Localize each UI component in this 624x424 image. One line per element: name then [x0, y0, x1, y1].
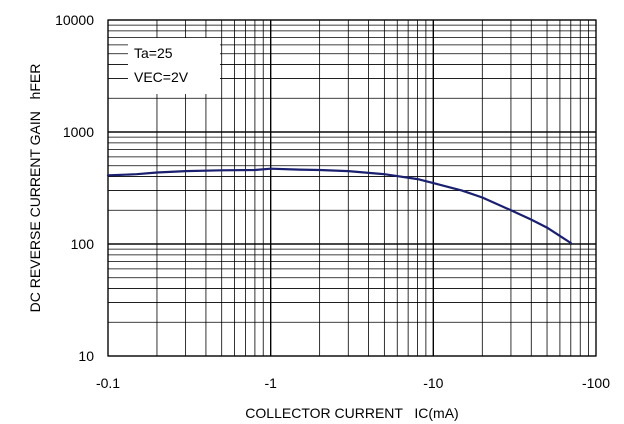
series-layer: [106, 167, 572, 245]
y-tick-label: 10: [78, 348, 94, 364]
y-tick-label: 10000: [55, 12, 94, 28]
plot-frame: [107, 19, 597, 357]
minor-grid: [108, 20, 596, 356]
annotation-box: [128, 38, 220, 94]
x-tick-label: -0.1: [96, 375, 120, 391]
x-tick-label: -1: [264, 375, 277, 391]
x-axis-title: COLLECTOR CURRENT IC(mA): [245, 405, 458, 421]
x-tick-label: -10: [423, 375, 443, 391]
annotation-voltage: VEC=2V: [134, 69, 189, 85]
y-tick-label: 100: [71, 236, 95, 252]
y-tick-label: 1000: [63, 124, 94, 140]
y-axis-title: DC REVERSE CURRENT GAIN hFER: [27, 64, 43, 313]
hfer-curve: [106, 167, 572, 245]
x-tick-label: -100: [582, 375, 610, 391]
x-tick-labels: -0.1 -1 -10 -100: [96, 375, 610, 391]
annotation-temperature: Ta=25: [134, 45, 173, 61]
y-tick-labels: 10 100 1000 10000: [55, 12, 94, 364]
